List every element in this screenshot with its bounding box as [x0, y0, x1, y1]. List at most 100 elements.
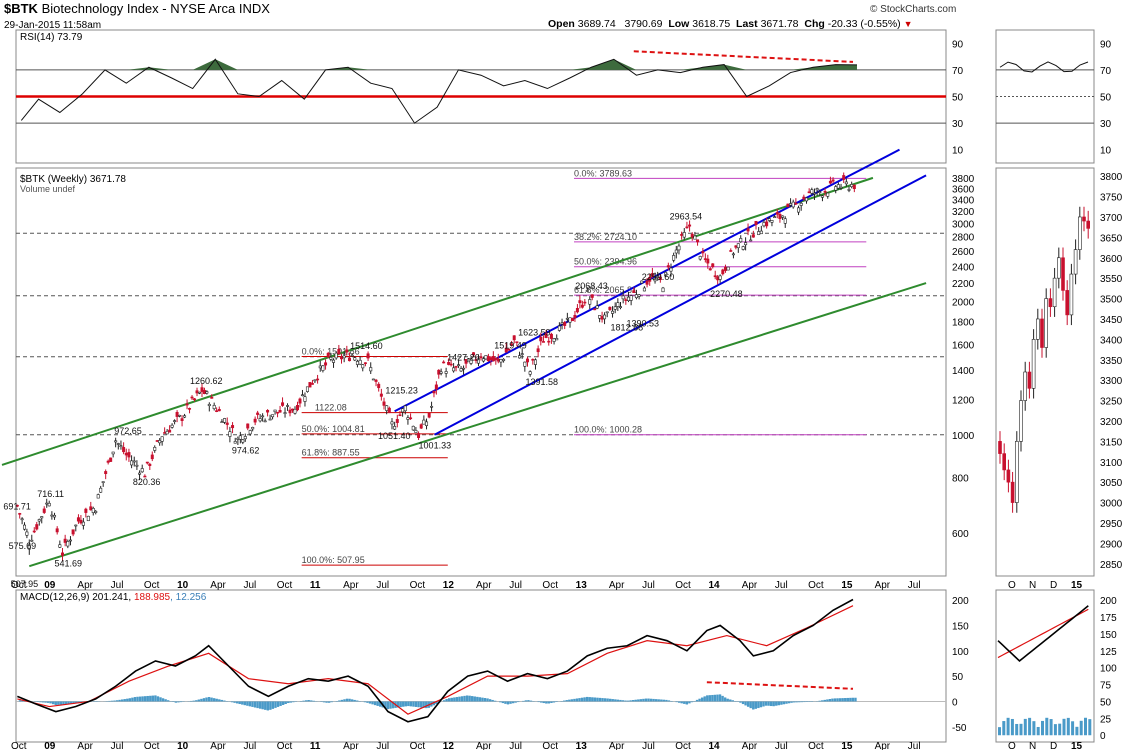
- price-candle: [253, 418, 257, 423]
- price-candle: [481, 358, 485, 362]
- price-candle: [680, 234, 684, 236]
- low-label: Low: [668, 18, 690, 30]
- macd-xtick-label: Oct: [808, 741, 824, 750]
- price-candle: [246, 423, 250, 429]
- price-candle: [718, 275, 722, 280]
- macd-hist-bar: [384, 701, 387, 709]
- price-candle: [223, 418, 227, 423]
- price-xtick-label: Apr: [77, 580, 93, 591]
- price-candle: [403, 405, 407, 412]
- macd-hist-bar: [675, 701, 678, 703]
- price-candle: [807, 191, 811, 194]
- rsi-tick-label: 50: [952, 93, 964, 104]
- macd-hist-bar: [46, 701, 50, 703]
- daily-candle: [1061, 257, 1065, 291]
- macd-xtick-label: Apr: [875, 741, 891, 750]
- price-candle: [791, 201, 795, 208]
- macd-hist-bar: [550, 701, 553, 703]
- macd-legend-value: 201.241,: [92, 592, 134, 603]
- macd-hist-bar: [445, 698, 448, 702]
- price-candle: [190, 396, 194, 399]
- macd-hist-bar: [402, 701, 405, 707]
- macd-hist-bar: [833, 698, 837, 702]
- price-data-label: 1390.53: [627, 318, 660, 328]
- price-candle: [326, 352, 330, 358]
- macd-hist-bar: [258, 701, 262, 709]
- price-candle: [666, 265, 670, 268]
- daily-macd-hist-bar: [1036, 726, 1040, 736]
- macd-xtick-label: 10: [177, 741, 189, 750]
- price-candle: [417, 433, 421, 438]
- macd-hist-bar: [248, 701, 252, 707]
- price-candle: [520, 353, 524, 355]
- price-xtick-label: Apr: [210, 580, 226, 591]
- price-data-label: 1051.40: [378, 431, 411, 441]
- macd-hist-bar: [517, 701, 520, 703]
- price-candle: [248, 430, 252, 435]
- price-candle: [300, 394, 304, 397]
- price-candle: [278, 410, 282, 413]
- daily-price-tick-label: 3750: [1100, 193, 1123, 204]
- macd-hist-bar: [131, 697, 134, 702]
- price-candle: [502, 358, 506, 361]
- price-candle: [273, 409, 277, 413]
- price-candle: [94, 510, 98, 513]
- price-candle: [188, 408, 192, 410]
- price-tick-label: 2400: [952, 262, 975, 273]
- macd-hist-bar: [189, 700, 193, 702]
- price-candle: [143, 475, 147, 478]
- macd-hist-bar: [141, 696, 144, 702]
- price-candle: [685, 226, 689, 229]
- daily-macd-hist-bar: [1015, 723, 1019, 736]
- macd-hist-bar: [207, 697, 211, 702]
- price-candle: [608, 306, 612, 310]
- price-candle: [261, 415, 265, 418]
- macd-hist-bar: [767, 701, 770, 706]
- price-candle: [531, 358, 535, 361]
- price-candle: [621, 295, 625, 300]
- macd-xtick-label: Oct: [410, 741, 426, 750]
- price-candle: [228, 431, 232, 437]
- macd-hist-bar: [289, 701, 293, 703]
- price-candle: [385, 405, 389, 411]
- price-candle: [544, 333, 548, 339]
- price-candle: [789, 203, 793, 206]
- price-candle: [60, 552, 64, 556]
- macd-tick-label: 150: [952, 621, 969, 632]
- macd-hist-bar: [596, 697, 599, 702]
- price-candle: [291, 408, 295, 411]
- price-candle: [749, 239, 753, 242]
- macd-hist-bar: [660, 699, 663, 702]
- price-candle: [198, 391, 202, 394]
- price-candle: [528, 371, 532, 375]
- brand-text: © StockCharts.com: [870, 4, 957, 15]
- macd-hist-bar: [762, 701, 765, 707]
- daily-macd-tick-label: 50: [1100, 697, 1112, 708]
- macd-hist-bar: [210, 697, 213, 702]
- price-candle: [640, 280, 644, 284]
- price-candle: [713, 275, 717, 278]
- macd-hist-bar: [269, 701, 272, 710]
- macd-hist-bar: [851, 697, 855, 702]
- price-xtick-label: Oct: [808, 580, 824, 591]
- macd-hist-bar: [718, 694, 722, 702]
- price-candle: [183, 415, 187, 418]
- price-candle: [316, 378, 320, 381]
- macd-hist-bar: [154, 695, 157, 702]
- price-candle: [345, 349, 349, 353]
- price-candle: [799, 202, 803, 206]
- macd-hist-bar: [192, 700, 195, 702]
- macd-hist-bar: [468, 695, 471, 702]
- price-candle: [496, 358, 500, 362]
- price-xtick-label: 12: [443, 580, 455, 591]
- macd-hist-bar: [514, 701, 517, 703]
- price-tick-label: 1400: [952, 366, 975, 377]
- daily-macd-hist-bar: [998, 727, 1001, 736]
- macd-hist-value: , 12.256: [170, 592, 207, 603]
- macd-hist-bar: [542, 701, 545, 704]
- price-candle: [452, 367, 456, 372]
- macd-hist-bar: [353, 699, 356, 702]
- rsi-tick-label: 30: [952, 119, 964, 130]
- price-data-label: 974.62: [232, 446, 260, 456]
- daily-candle: [1057, 257, 1061, 279]
